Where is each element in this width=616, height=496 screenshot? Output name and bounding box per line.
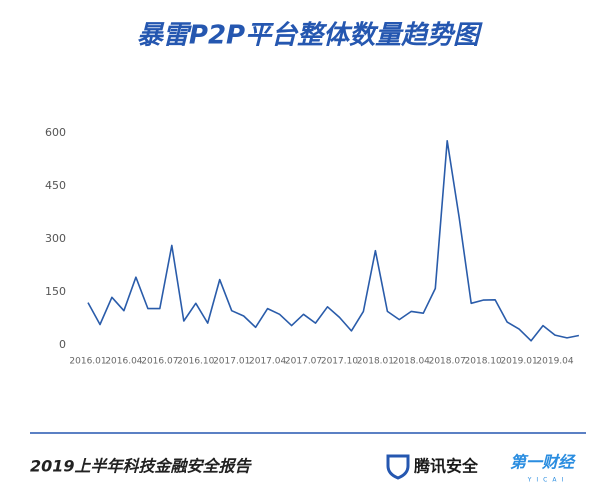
x-tick-label: 2018.01: [357, 357, 394, 367]
x-tick-label: 2019.01: [500, 357, 537, 367]
x-tick-label: 2018.04: [393, 357, 430, 367]
y-tick-label: 450: [45, 179, 66, 192]
footer-brand2: 第一财经: [510, 453, 576, 472]
y-tick-label: 150: [45, 285, 66, 298]
x-tick-label: 2017.07: [285, 357, 322, 367]
x-tick-label: 2017.04: [249, 357, 286, 367]
y-tick-label: 300: [45, 232, 66, 245]
y-tick-label: 0: [59, 338, 66, 351]
x-tick-label: 2018.10: [465, 357, 502, 367]
footer-report: 2019上半年科技金融安全报告: [30, 457, 253, 476]
footer-brand2-sub: YICAI: [527, 477, 569, 484]
x-tick-label: 2019.04: [536, 357, 573, 367]
brand1-logo: [386, 454, 410, 480]
x-tick-label: 2017.10: [321, 357, 358, 367]
x-tick-label: 2016.10: [177, 357, 214, 367]
footer-brand1: 腾讯安全: [414, 457, 479, 476]
x-tick-label: 2017.01: [213, 357, 250, 367]
chart-title: 暴雷P2P平台整体数量趋势图: [137, 21, 483, 51]
x-tick-label: 2016.07: [141, 357, 178, 367]
x-tick-label: 2018.07: [429, 357, 466, 367]
y-tick-label: 600: [45, 126, 66, 139]
x-tick-label: 2016.01: [69, 357, 106, 367]
x-tick-label: 2016.04: [105, 357, 142, 367]
data-line: [87, 140, 580, 342]
